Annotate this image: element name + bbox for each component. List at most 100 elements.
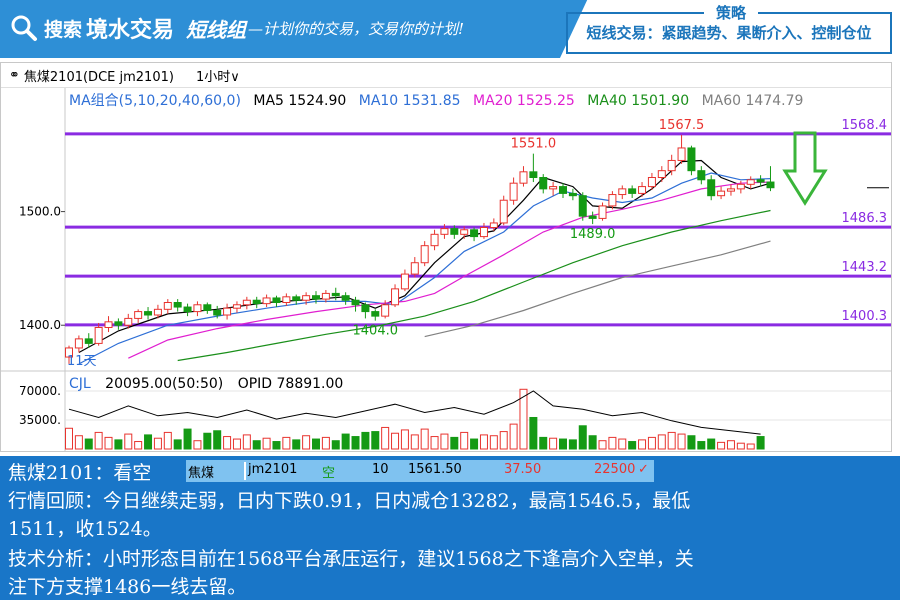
candle-body [252, 299, 261, 305]
volume-bar [470, 438, 479, 450]
analysis-review-line1: 行情回顾：今日继续走弱，日内下跌0.91，日内减仓13282，最高1546.5，… [8, 490, 691, 512]
volume-tick-label: 70000. [19, 384, 61, 398]
symbol-label[interactable]: 焦煤2101(DCE jm2101) [23, 69, 174, 85]
volume-bar [144, 434, 153, 450]
volume-bar [341, 433, 350, 450]
ma10-label: MA10 1531.85 [358, 93, 461, 109]
candle-body [470, 229, 479, 238]
volume-bar [588, 435, 597, 450]
quote-side: 空 [322, 466, 336, 481]
candle-body [657, 170, 666, 178]
volume-bar [697, 441, 706, 450]
volume-bar [381, 426, 390, 450]
candle-body [509, 182, 518, 201]
candle-body [223, 307, 232, 316]
volume-bar [232, 438, 241, 450]
candle-body [410, 262, 419, 275]
brand-logo: 搜索 境水交易 短线组 —计划你的交易，交易你的计划! [10, 8, 464, 48]
volume-bar [262, 437, 271, 450]
strategy-text: 短线交易：紧跟趋势、果断介入、控制仓位 [586, 24, 872, 42]
quote-name: 焦煤 [188, 466, 215, 481]
checkmark-icon: ✓ [638, 462, 649, 477]
volume-bar [203, 432, 212, 450]
volume-bar [84, 438, 93, 450]
volume-bar [173, 439, 182, 450]
candle-body [529, 171, 538, 179]
candle-body [74, 338, 83, 349]
ma-group-label[interactable]: MA组合(5,10,20,40,60,0) [69, 93, 241, 109]
candle-body [262, 297, 271, 305]
volume-bar [153, 437, 162, 450]
volume-bar [420, 428, 429, 450]
candle-body [677, 147, 686, 161]
candle-body [302, 295, 311, 301]
candle-body [173, 302, 182, 308]
opid-value: OPID 78891.00 [237, 376, 344, 392]
level-label: 1400.3 [842, 309, 888, 324]
quote-row[interactable]: 焦煤 jm2101 空 10 1561.50 37.50 22500 ✓ [186, 460, 654, 482]
timeframe-select[interactable]: 1小时∨ [196, 66, 240, 85]
candle-body [144, 311, 153, 316]
day-marker: 11天 [67, 354, 97, 369]
link-icon[interactable]: ⚭ [9, 67, 20, 83]
volume-bar [638, 439, 647, 450]
volume-bar [124, 433, 133, 450]
candle-body [420, 245, 429, 264]
volume-bar [568, 439, 577, 450]
candle-body [667, 159, 676, 172]
brand-search-text: 搜索 [44, 18, 83, 41]
price-annotation: 1404.0 [353, 324, 399, 339]
volume-bar [519, 388, 528, 450]
candle-body [598, 205, 607, 219]
candle-body [163, 302, 172, 310]
candle-body [183, 306, 192, 313]
volume-bar [647, 436, 656, 450]
candle-body [450, 228, 459, 235]
volume-bar [391, 432, 400, 450]
volume-bar [578, 425, 587, 450]
candle-body [104, 321, 113, 328]
candle-body [568, 192, 577, 197]
candle-body [351, 299, 360, 306]
volume-bar [489, 435, 498, 450]
candle-body [460, 229, 469, 235]
candle-body [479, 227, 488, 238]
candle-body [756, 179, 765, 183]
volume-bar [460, 431, 469, 450]
volume-bar [242, 434, 251, 450]
volume-bar [400, 429, 409, 450]
volume-bar [94, 431, 103, 450]
candle-body [371, 311, 380, 317]
candle-body [400, 273, 409, 290]
volume-bar [499, 431, 508, 450]
candle-body [282, 296, 291, 303]
volume-indicator-name[interactable]: CJL [69, 376, 91, 392]
strategy-title: 策略 [704, 2, 758, 22]
volume-bar [351, 436, 360, 450]
candle-body [697, 170, 706, 181]
header-banner: 搜索 境水交易 短线组 —计划你的交易，交易你的计划! 策略 短线交易：紧跟趋势… [0, 0, 900, 58]
volume-bar [687, 435, 696, 450]
candle-body [539, 177, 548, 190]
candle-body [381, 304, 390, 317]
volume-bar [183, 428, 192, 450]
volume-bar [272, 441, 281, 450]
ma-legend: MA组合(5,10,20,40,60,0) MA5 1524.90 MA10 1… [69, 90, 811, 110]
volume-bar [746, 443, 755, 450]
candle-body [153, 308, 162, 316]
candle-body [578, 195, 587, 217]
volume-bar [667, 431, 676, 450]
level-label: 1486.3 [842, 211, 888, 226]
volume-bar [74, 435, 83, 450]
candlestick-chart: 1500.0 1400.0 1568.4 1486.3 1443.2 1400.3 1551… [1, 87, 891, 451]
volume-bar [677, 433, 686, 450]
ma20-label: MA20 1525.25 [473, 93, 575, 109]
volume-bar [430, 436, 439, 450]
candle-body [65, 347, 73, 358]
candle-body [312, 295, 320, 300]
candle-body [549, 186, 558, 190]
candle-body [341, 295, 350, 301]
volume-bar [104, 436, 113, 450]
volume-bar [223, 436, 232, 450]
volume-bar [598, 440, 607, 450]
